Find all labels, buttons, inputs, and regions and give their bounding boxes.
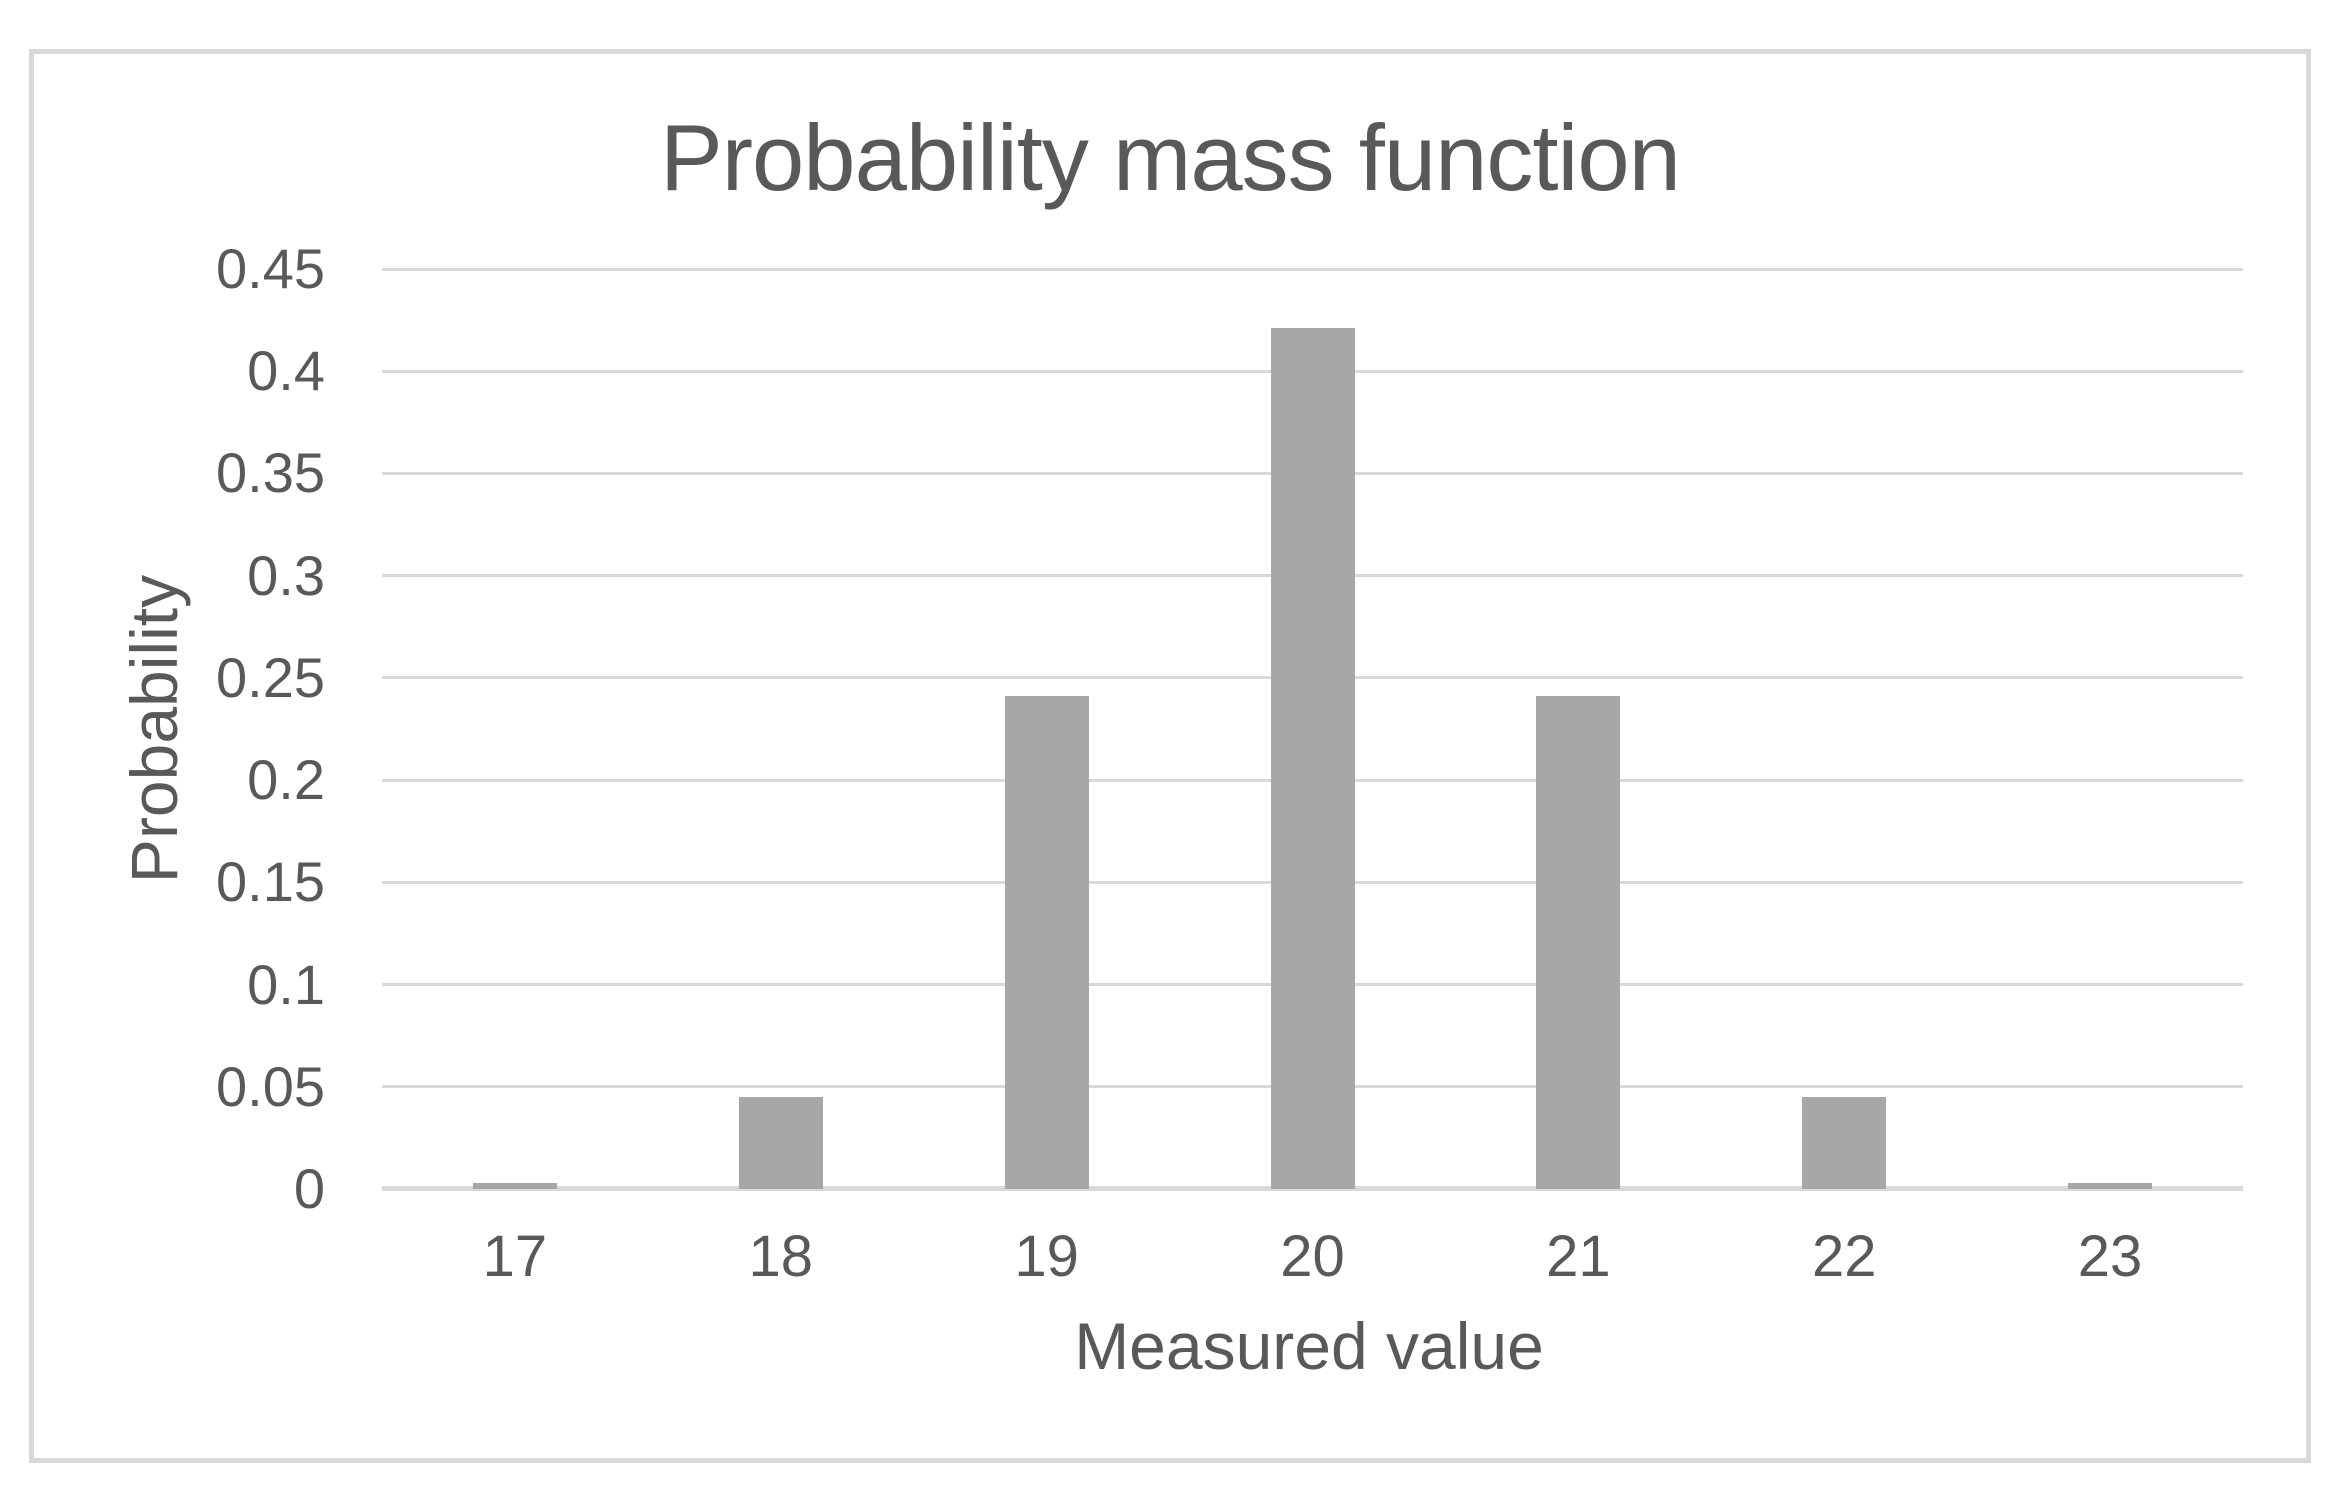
y-axis-tick-labels: 0.45 0.4 0.35 0.3 0.25 0.2 0.15 0.1 0.05 0: [0, 241, 325, 1217]
bar-19: [1004, 696, 1089, 1189]
y-tick-label-0.2: 0.2: [247, 748, 325, 812]
x-tick-label-19: 19: [1014, 1224, 1079, 1289]
y-tick-label-0.05: 0.05: [216, 1054, 325, 1118]
bar-21: [1536, 696, 1621, 1189]
x-axis-tick-labels: 17 18 19 20 21 22 23: [382, 1222, 2243, 1292]
x-axis-title: Measured value: [1074, 1309, 1544, 1383]
y-tick-label-0.3: 0.3: [247, 543, 325, 607]
bar-23: [2068, 1182, 2153, 1189]
chart-title: Probability mass function: [660, 105, 1681, 210]
gridline-0.45: [382, 267, 2243, 271]
bar-18: [738, 1097, 823, 1189]
y-tick-label-0.25: 0.25: [216, 645, 325, 709]
y-tick-label-0.45: 0.45: [216, 237, 325, 300]
y-tick-label-0.35: 0.35: [216, 441, 325, 505]
chart-frame: [29, 49, 2311, 1463]
bar-17: [472, 1182, 557, 1189]
bar-20: [1270, 328, 1355, 1189]
y-tick-label-0.1: 0.1: [247, 952, 325, 1016]
y-tick-label-0.15: 0.15: [216, 850, 325, 914]
x-tick-label-17: 17: [482, 1224, 548, 1289]
y-tick-label-0.4: 0.4: [247, 339, 325, 403]
x-tick-label-21: 21: [1546, 1224, 1611, 1289]
plot-area: [382, 267, 2243, 1191]
x-tick-label-20: 20: [1280, 1224, 1345, 1289]
x-tick-label-22: 22: [1811, 1224, 1877, 1289]
x-tick-label-23: 23: [2077, 1224, 2143, 1289]
y-tick-label-0: 0: [293, 1157, 325, 1220]
x-tick-label-18: 18: [748, 1224, 814, 1289]
bar-22: [1802, 1097, 1887, 1189]
